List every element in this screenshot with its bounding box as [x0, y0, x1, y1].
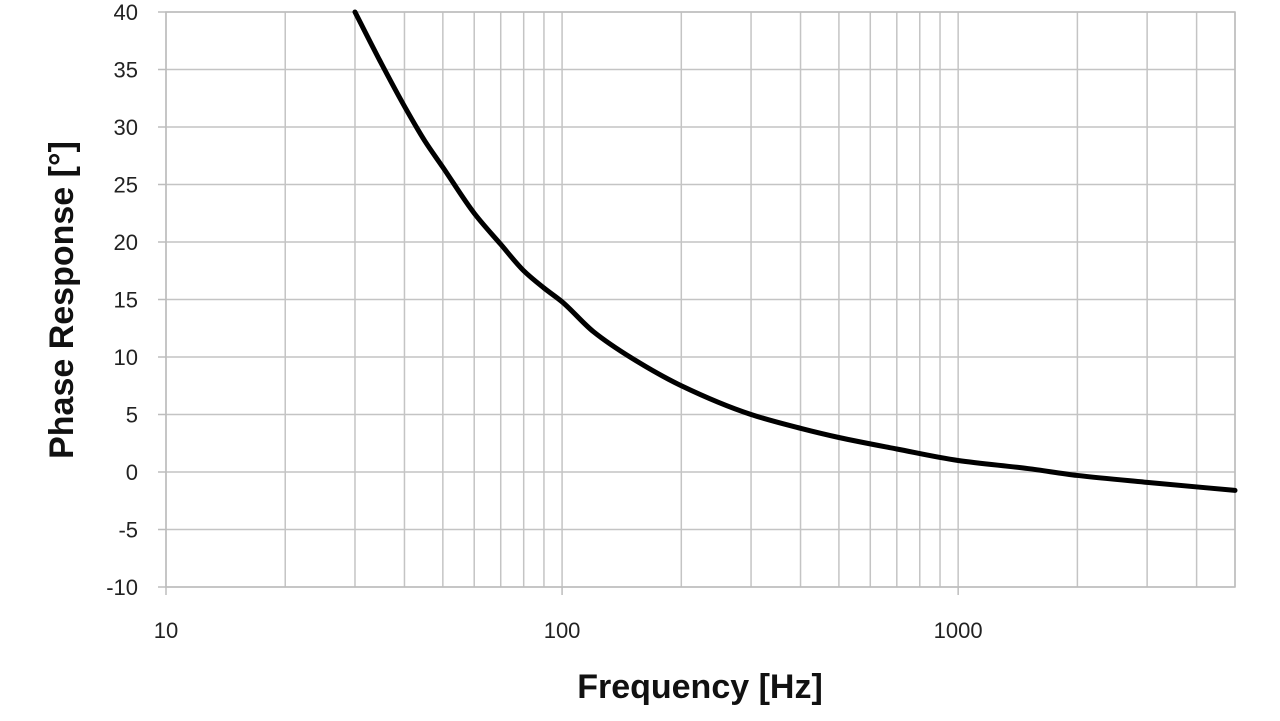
- y-tick-label: 20: [114, 230, 138, 255]
- y-tick-label: 35: [114, 58, 138, 83]
- phase-response-line: [352, 9, 1238, 493]
- y-tick-label: 0: [126, 460, 138, 485]
- y-tick-label: -10: [106, 575, 138, 600]
- y-tick-label: 25: [114, 173, 138, 198]
- y-tick-label: -5: [118, 518, 138, 543]
- y-axis-title: Phase Response [°]: [43, 141, 81, 459]
- y-tick-labels: 40 35 30 25 20 15 10 5 0 -5 -10: [106, 0, 166, 600]
- series-layer: [352, 9, 1238, 493]
- x-tick-label: 10: [154, 618, 178, 643]
- y-tick-label: 40: [114, 0, 138, 25]
- y-tick-label: 10: [114, 345, 138, 370]
- x-axis-title: Frequency [Hz]: [577, 668, 823, 706]
- y-tick-label: 5: [126, 403, 138, 428]
- grid: [165, 11, 1236, 588]
- x-tick-label: 100: [544, 618, 581, 643]
- y-tick-label: 30: [114, 115, 138, 140]
- x-tick-labels: 10 100 1000: [154, 587, 983, 643]
- y-tick-label: 15: [114, 288, 138, 313]
- x-tick-label: 1000: [934, 618, 983, 643]
